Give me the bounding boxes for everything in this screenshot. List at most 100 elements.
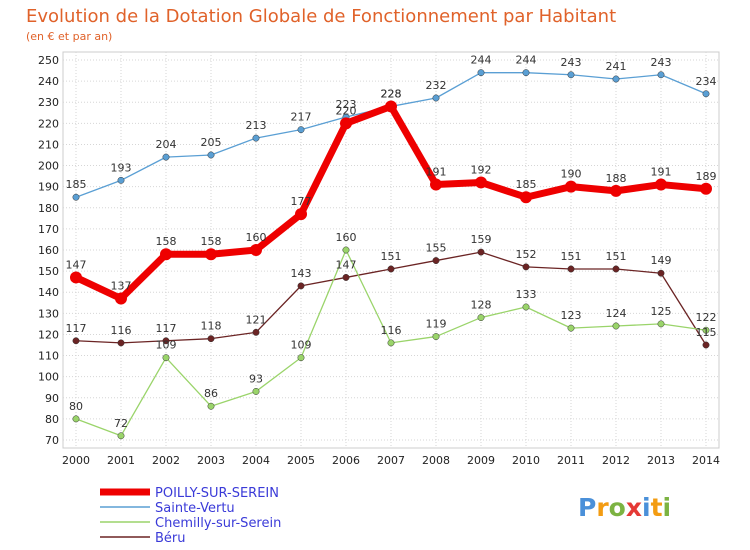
- y-axis: 70 80 90 100 110 120 130 140 150 160 170 180 190 200 2…: [38, 54, 59, 447]
- data-label: 189: [696, 170, 717, 183]
- logo-letter: x: [626, 493, 642, 522]
- data-point: [567, 71, 575, 79]
- data-point: [477, 314, 485, 322]
- data-label: 147: [66, 258, 87, 271]
- x-tick-label: 2013: [647, 454, 675, 467]
- y-tick-label: 80: [45, 413, 59, 426]
- data-point: [477, 248, 485, 256]
- data-label: 160: [246, 231, 267, 244]
- data-point: [340, 117, 352, 130]
- data-label: 86: [204, 387, 218, 400]
- logo-letter: i: [663, 493, 672, 522]
- x-tick-label: 2000: [62, 454, 90, 467]
- data-label: 133: [516, 288, 537, 301]
- x-tick-label: 2002: [152, 454, 180, 467]
- series-group: [70, 69, 712, 440]
- logo-letter: o: [609, 493, 626, 522]
- data-label: 116: [111, 324, 132, 337]
- logo-letter: r: [596, 493, 609, 522]
- data-label: 125: [651, 305, 672, 318]
- data-point: [70, 271, 82, 284]
- data-point: [477, 69, 485, 77]
- data-label: 205: [201, 136, 222, 149]
- data-point: [387, 339, 395, 347]
- data-label: 121: [246, 313, 267, 326]
- data-label: 115: [696, 326, 717, 339]
- y-tick-label: 110: [38, 350, 59, 363]
- data-label: 193: [111, 161, 132, 174]
- y-tick-label: 230: [38, 96, 59, 109]
- data-label: 122: [696, 311, 717, 324]
- data-point: [207, 335, 215, 343]
- data-point: [117, 432, 125, 440]
- data-label: 228: [381, 87, 402, 100]
- legend-entry: Sainte-Vertu: [155, 501, 235, 516]
- data-point: [117, 339, 125, 347]
- data-point: [252, 387, 260, 395]
- y-tick-label: 240: [38, 75, 59, 88]
- data-label: 93: [249, 372, 263, 385]
- data-point: [250, 244, 262, 256]
- y-tick-label: 170: [38, 223, 59, 236]
- y-tick-label: 130: [38, 307, 59, 320]
- data-label: 151: [381, 250, 402, 263]
- data-label: 117: [156, 322, 177, 335]
- x-tick-label: 2005: [287, 454, 315, 467]
- y-tick-label: 160: [38, 244, 59, 257]
- data-point: [207, 402, 215, 410]
- data-label: 80: [69, 400, 83, 413]
- data-label: 190: [561, 168, 582, 181]
- data-point: [700, 182, 712, 195]
- data-point: [385, 100, 397, 113]
- data-label: 128: [471, 299, 492, 312]
- data-point: [297, 126, 305, 134]
- data-label: 204: [156, 138, 177, 151]
- data-point: [565, 180, 577, 193]
- data-label: 124: [606, 307, 627, 320]
- data-point: [657, 320, 665, 328]
- data-label: 137: [111, 280, 132, 293]
- x-tick-label: 2007: [377, 454, 405, 467]
- data-label: 228: [381, 87, 402, 100]
- legend-entry: POILLY-SUR-SEREIN: [155, 486, 279, 501]
- data-point: [702, 341, 710, 349]
- data-point: [522, 69, 530, 77]
- data-labels: 117 116 117 118 121 143 147 151 155 159 152 151 151 1…: [66, 54, 717, 430]
- y-tick-label: 70: [45, 434, 59, 447]
- data-point: [522, 303, 530, 311]
- y-tick-label: 120: [38, 328, 59, 341]
- data-label: 109: [156, 339, 177, 352]
- data-label: 155: [426, 242, 447, 255]
- data-label: 191: [426, 166, 447, 179]
- data-point: [655, 178, 667, 191]
- x-tick-label: 2001: [107, 454, 135, 467]
- y-tick-label: 190: [38, 181, 59, 194]
- data-label: 151: [606, 250, 627, 263]
- data-point: [567, 324, 575, 332]
- data-point: [205, 248, 217, 261]
- data-label: 123: [561, 309, 582, 322]
- data-label: 244: [471, 54, 492, 67]
- data-label: 177: [291, 195, 312, 208]
- data-label: 223: [336, 98, 357, 111]
- data-point: [72, 337, 80, 345]
- data-label: 232: [426, 79, 447, 92]
- x-tick-label: 2014: [692, 454, 720, 467]
- data-label: 185: [516, 178, 537, 191]
- logo-letter: P: [578, 493, 596, 522]
- x-tick-label: 2009: [467, 454, 495, 467]
- data-point: [252, 328, 260, 336]
- chart-subtitle: (en € et par an): [26, 30, 112, 43]
- y-tick-label: 140: [38, 286, 59, 299]
- chart-title: Evolution de la Dotation Globale de Fonc…: [26, 6, 616, 27]
- proxiti-logo: Proxiti: [578, 493, 671, 522]
- logo-letter: t: [651, 493, 663, 522]
- logo-letter: i: [642, 493, 651, 522]
- data-point: [342, 246, 350, 254]
- data-label: 244: [516, 54, 537, 67]
- data-label: 158: [201, 235, 222, 248]
- x-tick-label: 2008: [422, 454, 450, 467]
- data-point: [252, 134, 260, 142]
- y-tick-label: 220: [38, 117, 59, 130]
- data-point: [387, 265, 395, 273]
